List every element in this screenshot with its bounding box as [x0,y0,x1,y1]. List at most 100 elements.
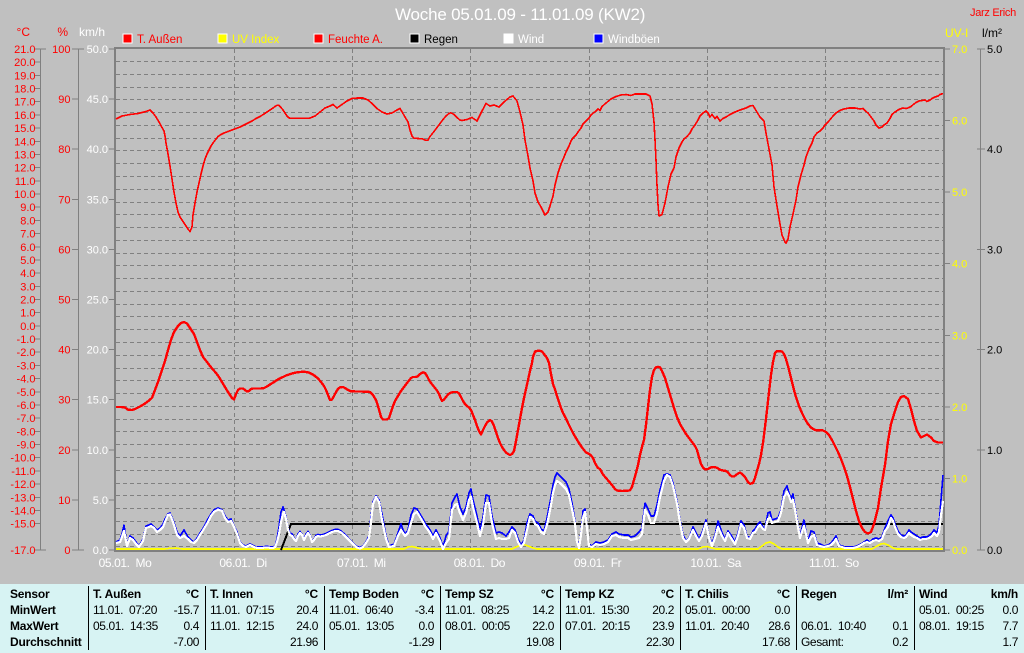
svg-text:°C: °C [777,587,791,601]
svg-text:°C: °C [541,587,555,601]
svg-text:28.6: 28.6 [768,619,790,633]
svg-text:9.0: 9.0 [20,202,35,214]
svg-text:Gesamt:: Gesamt: [801,635,844,649]
svg-text:6.0: 6.0 [20,242,35,254]
svg-text:°C: °C [186,587,200,601]
svg-text:4.0: 4.0 [987,144,1002,156]
svg-text:90: 90 [58,94,70,106]
svg-text:2.0: 2.0 [20,295,35,307]
svg-text:11.01. 12:15: 11.01. 12:15 [210,619,275,633]
svg-text:0.2: 0.2 [893,635,909,649]
svg-text:-2.0: -2.0 [17,347,36,359]
svg-text:11.01. 08:25: 11.01. 08:25 [445,603,510,617]
svg-text:4.0: 4.0 [20,268,35,280]
svg-text:MinWert: MinWert [10,603,56,617]
svg-text:Wind: Wind [919,587,947,601]
svg-text:7.0: 7.0 [20,229,35,241]
svg-text:-17.0: -17.0 [10,545,35,557]
svg-text:-7.0: -7.0 [17,413,36,425]
svg-text:22.0: 22.0 [532,619,554,633]
svg-text:T. Chilis: T. Chilis [685,587,729,601]
svg-text:T. Außen: T. Außen [137,34,182,46]
svg-text:-10.0: -10.0 [10,453,35,465]
svg-text:-13.0: -13.0 [10,492,35,504]
svg-text:25.0: 25.0 [87,295,108,307]
svg-text:-1.0: -1.0 [17,334,36,346]
svg-text:°C: °C [421,587,435,601]
svg-text:50.0: 50.0 [87,44,108,56]
svg-text:40: 40 [58,345,70,357]
svg-text:100: 100 [52,44,70,56]
svg-text:20: 20 [58,445,70,457]
svg-text:45.0: 45.0 [87,94,108,106]
svg-text:10.0: 10.0 [87,445,108,457]
svg-text:60: 60 [58,244,70,256]
svg-text:5.0: 5.0 [20,255,35,267]
svg-text:07.01. Mi: 07.01. Mi [337,556,386,570]
svg-text:Regen: Regen [801,587,837,601]
svg-text:30: 30 [58,395,70,407]
svg-text:08.01. Do: 08.01. Do [454,556,506,570]
svg-text:14.2: 14.2 [532,603,554,617]
svg-text:07.01. 20:15: 07.01. 20:15 [565,619,631,633]
svg-text:UV Index: UV Index [232,34,280,46]
svg-text:40.0: 40.0 [87,144,108,156]
svg-text:km/h: km/h [991,587,1018,601]
svg-text:11.01. So: 11.01. So [809,556,860,570]
svg-text:UV-I: UV-I [945,26,968,40]
svg-text:15.0: 15.0 [14,123,35,135]
svg-text:Windböen: Windböen [608,34,660,46]
svg-text:0.0: 0.0 [775,603,791,617]
svg-text:19.08: 19.08 [526,635,555,649]
svg-text:3.0: 3.0 [987,244,1002,256]
svg-text:°C: °C [305,587,319,601]
svg-text:09.01. Fr: 09.01. Fr [574,556,622,570]
svg-text:0.0: 0.0 [987,545,1002,557]
svg-text:1.0: 1.0 [987,445,1002,457]
svg-text:12.0: 12.0 [14,163,35,175]
svg-text:2.0: 2.0 [952,402,967,414]
svg-text:05.01. Mo: 05.01. Mo [99,556,152,570]
svg-text:0.0: 0.0 [20,321,35,333]
svg-text:-9.0: -9.0 [17,440,36,452]
svg-text:°C: °C [17,25,31,39]
svg-text:-1.29: -1.29 [409,635,435,649]
svg-text:0.1: 0.1 [893,619,909,633]
svg-text:14.0: 14.0 [14,136,35,148]
svg-text:Sensor: Sensor [10,587,50,601]
svg-text:-11.0: -11.0 [11,466,35,478]
svg-text:Wind: Wind [518,34,544,46]
svg-text:70: 70 [58,194,70,206]
svg-text:0.0: 0.0 [952,545,967,557]
svg-text:-14.0: -14.0 [10,505,35,517]
svg-text:11.01. 07:20: 11.01. 07:20 [93,603,158,617]
svg-text:11.01. 06:40: 11.01. 06:40 [329,603,394,617]
svg-text:Temp KZ: Temp KZ [565,587,614,601]
svg-text:7.0: 7.0 [952,44,967,56]
svg-text:-3.4: -3.4 [415,603,435,617]
svg-text:11.01. 07:15: 11.01. 07:15 [210,603,275,617]
svg-text:1.7: 1.7 [1003,635,1019,649]
svg-text:13.0: 13.0 [14,150,35,162]
svg-text:21.0: 21.0 [14,44,35,56]
svg-text:0.0: 0.0 [93,545,108,557]
svg-text:-15.7: -15.7 [174,603,200,617]
svg-text:11.0: 11.0 [15,176,36,188]
svg-text:2.0: 2.0 [987,345,1002,357]
svg-text:Jarz Erich: Jarz Erich [970,7,1016,19]
svg-text:-12.0: -12.0 [10,479,35,491]
svg-text:20.2: 20.2 [652,603,674,617]
svg-text:Woche 05.01.09 - 11.01.09 (KW2: Woche 05.01.09 - 11.01.09 (KW2) [395,5,645,24]
svg-text:08.01. 00:05: 08.01. 00:05 [445,619,511,633]
svg-text:l/m²: l/m² [982,26,1002,40]
svg-text:05.01. 00:00: 05.01. 00:00 [685,603,751,617]
svg-text:Temp SZ: Temp SZ [445,587,493,601]
svg-text:1.0: 1.0 [20,308,35,320]
svg-text:°C: °C [661,587,675,601]
svg-text:15.0: 15.0 [87,395,108,407]
svg-text:Feuchte A.: Feuchte A. [328,34,383,46]
svg-text:80: 80 [58,144,70,156]
svg-text:11.01. 20:40: 11.01. 20:40 [685,619,750,633]
svg-text:3.0: 3.0 [952,330,967,342]
svg-text:16.0: 16.0 [14,110,35,122]
